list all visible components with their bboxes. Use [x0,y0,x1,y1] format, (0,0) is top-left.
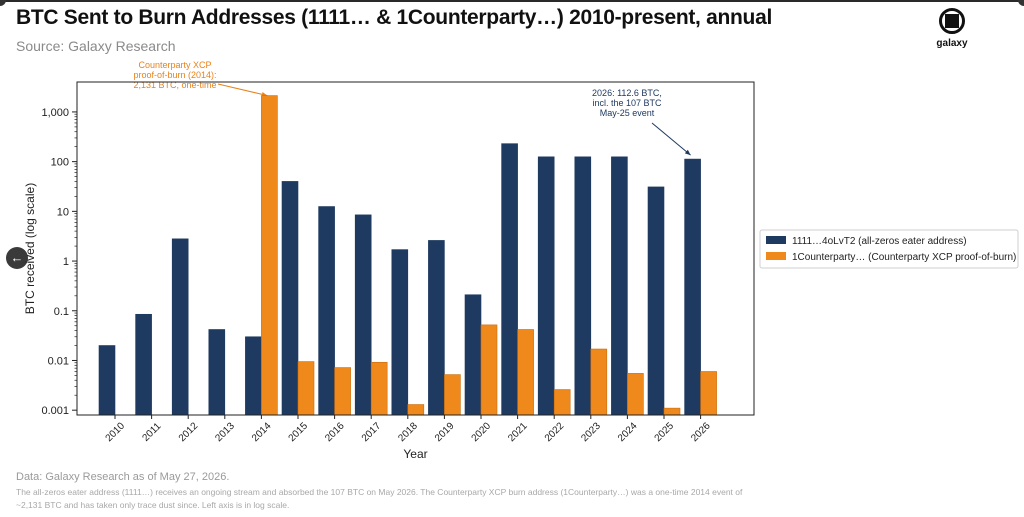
legend-frame [759,229,1019,269]
page-subtitle: Source: Galaxy Research [16,38,176,54]
x-tick-label: 2015 [287,420,311,444]
galaxy-logo-text: galaxy [936,38,968,49]
x-tick-label: 2018 [396,420,420,444]
y-tick-label: 0.01 [48,355,69,367]
bar-counterparty-2014 [261,95,278,416]
x-tick-label: 2011 [140,421,163,444]
annotation-1-line-0: 2026: 112.6 BTC, [592,88,662,98]
y-tick-label: 0.1 [54,306,69,318]
top-rule [0,0,1024,2]
bar-eater-2020 [464,294,482,416]
x-tick-label: 2022 [543,420,567,444]
x-tick-label: 2021 [506,420,530,444]
annotation-0-line-1: proof-of-burn (2014): [133,70,216,80]
bar-counterparty-2022 [553,389,571,416]
arrow-left-icon: ← [10,250,24,265]
bars-layer [98,95,717,416]
bar-counterparty-2016 [334,367,351,416]
y-tick-label: 1,000 [41,107,69,119]
x-tick-label: 2023 [579,420,603,444]
x-tick-label: 2016 [323,420,347,444]
x-tick-label: 2025 [653,420,677,444]
legend: 1111…4oLvT2 (all-zeros eater address) 1Co… [759,229,1019,269]
bar-eater-2010 [98,345,116,416]
corner-dot-right [1018,0,1024,6]
bar-counterparty-2025 [663,407,681,416]
annotation-arrowhead-1 [684,149,691,156]
legend-entry-0: 1111…4oLvT2 (all-zeros eater address) [792,236,967,247]
bar-counterparty-2024 [627,373,644,416]
bar-counterparty-2018 [407,404,425,416]
legend-swatch-0 [766,236,786,244]
bar-counterparty-2017 [370,361,388,416]
x-tick-label: 2014 [250,420,274,444]
footer-note: Data: Galaxy Research as of May 27, 2026… [16,471,230,483]
bar-eater-2014 [245,336,262,416]
x-axis-label: Year [403,447,427,461]
x-tick-label: 2026 [689,420,713,444]
bar-counterparty-2026 [700,371,717,416]
page-title: BTC Sent to Burn Addresses (1111… & 1Cou… [16,6,772,29]
x-tick-label: 2017 [360,420,384,444]
bar-eater-2024 [611,156,628,416]
y-tick-label: 10 [57,206,69,218]
x-tick-label: 2024 [616,420,640,444]
corner-dot-left [0,0,6,6]
bar-eater-2015 [281,181,299,416]
y-tick-label: 1 [63,256,69,268]
annotation-1-line-2: May-25 event [600,108,655,118]
bar-counterparty-2020 [480,324,498,416]
annotation-1-line-1: incl. the 107 BTC [592,98,662,108]
bar-eater-2021 [501,143,518,416]
y-tick-label: 100 [51,157,69,169]
footer-detail: The all-zeros eater address (1111…) rece… [16,487,743,510]
galaxy-logo-icon [939,8,965,34]
annotation-0-line-2: 2,131 BTC, one-time [133,80,216,90]
annotation-arrow-1 [651,122,691,156]
galaxy-logo: galaxy [930,8,974,49]
annotation-arrow-0 [217,83,268,97]
x-tick-label: 2012 [177,420,201,444]
bar-counterparty-2023 [590,348,608,416]
x-tick-label: 2019 [433,420,457,444]
x-tick-label: 2013 [213,420,237,444]
bar-eater-2012 [171,238,189,416]
annotation-0-line-0: Counterparty XCP [138,60,211,70]
bar-counterparty-2015 [297,361,315,416]
bar-eater-2018 [391,249,409,416]
bar-counterparty-2019 [444,374,461,416]
bar-eater-2016 [318,206,335,416]
bar-eater-2022 [537,156,555,416]
bar-eater-2025 [647,186,665,416]
x-tick-label: 2020 [470,420,494,444]
bar-eater-2019 [428,240,445,416]
y-axis-label: BTC received (log scale) [23,183,37,314]
bar-eater-2013 [208,329,226,416]
bar-counterparty-2021 [517,329,534,416]
back-button[interactable]: ← [6,247,28,269]
legend-swatch-1 [766,252,786,260]
x-tick-label: 2010 [104,420,128,444]
bar-eater-2017 [354,214,372,416]
bar-eater-2023 [574,156,592,416]
legend-entry-1: 1Counterparty… (Counterparty XCP proof-o… [792,252,1016,263]
plot-frame [76,81,755,416]
y-tick-label: 0.001 [41,405,69,417]
bar-eater-2026 [684,158,701,416]
bar-eater-2011 [135,313,152,416]
